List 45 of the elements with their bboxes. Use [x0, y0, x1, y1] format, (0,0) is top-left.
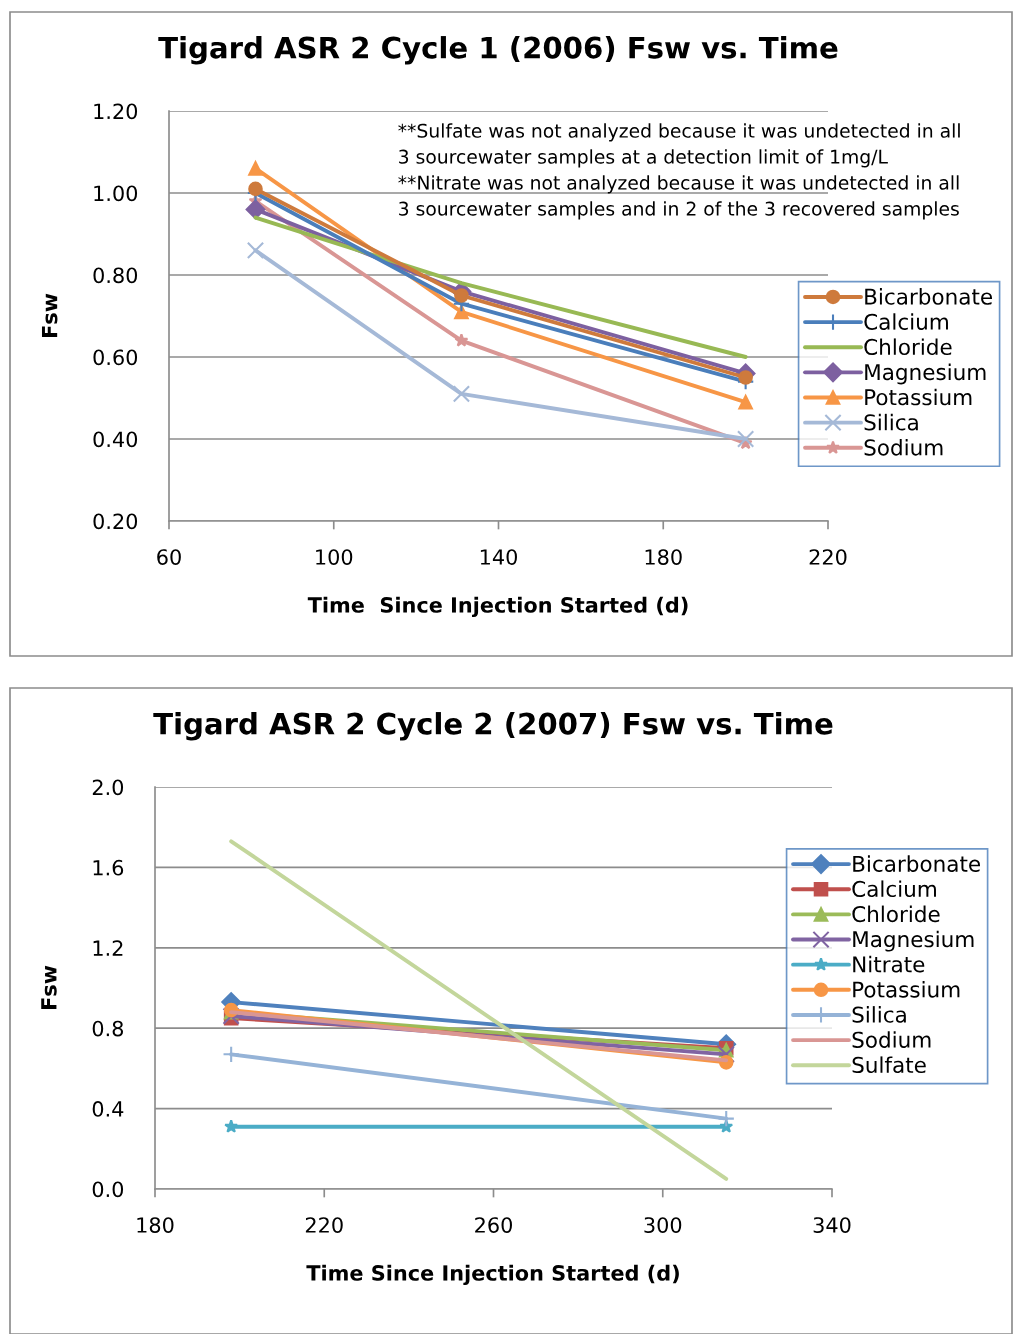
legend-label: Bicarbonate [853, 855, 980, 872]
legend-label: Calcium [864, 313, 948, 330]
y-tick-label: 1.6 [93, 859, 124, 876]
y-tick-label: 1.20 [94, 103, 138, 120]
y-axis-title: Fsw [41, 293, 58, 338]
legend-label: Silica [864, 413, 918, 431]
legend-label: Magnesium [853, 930, 974, 952]
y-tick-label: 0.0 [92, 1181, 124, 1198]
chart-title: Tigard ASR 2 Cycle 2 (2007) Fsw vs. Time [153, 712, 833, 741]
y-tick-label: 0.8 [92, 1020, 124, 1037]
y-tick-label: 1.2 [93, 940, 123, 956]
legend-label: Chloride [852, 905, 940, 923]
x-axis-title: Time Since Injection Started (d) [307, 596, 688, 618]
x-tick-label: 220 [809, 549, 847, 565]
annotation: **Sulfate was not analyzed because it was undetected in all 3 sourcewater samples at a detection limit of 1mg/L **Nitrate was not analyzed because it was undetected in all 3 sourcewater samples and in 2 of the 3 recovered samples [398, 123, 960, 220]
legend-label: Silica [852, 1006, 906, 1023]
y-tick-label: 0.4 [92, 1101, 124, 1117]
chart-title: Tigard ASR 2 Cycle 1 (2006) Fsw vs. Time [158, 36, 838, 65]
x-axis-title: Time Since Injection Started (d) [306, 1264, 679, 1286]
y-tick-label: 0.80 [93, 267, 138, 284]
legend-label: Bicarbonate [865, 288, 992, 305]
x-tick-label: 60 [157, 549, 181, 565]
x-tick-label: 340 [813, 1217, 851, 1233]
legend-label: Potassium [853, 980, 960, 998]
y-tick-label: 2.0 [92, 779, 124, 796]
y-axis-title: Fsw [41, 965, 57, 1010]
legend-label: Magnesium [865, 363, 986, 385]
y-tick-label: 0.40 [93, 431, 138, 448]
legend-label: Sodium [852, 1031, 931, 1048]
legend-label: Potassium [865, 388, 972, 406]
legend-label: Sodium [864, 438, 943, 456]
x-tick-label: 300 [644, 1217, 682, 1233]
x-tick-label: 140 [480, 549, 517, 565]
legend-label: Calcium [852, 880, 936, 898]
y-tick-label: 0.60 [93, 349, 138, 366]
x-tick-label: 180 [137, 1217, 174, 1233]
x-tick-label: 100 [316, 549, 353, 565]
y-tick-label: 0.20 [93, 513, 138, 530]
legend-label: Nitrate [853, 955, 925, 973]
legend-label: Chloride [864, 338, 952, 356]
y-tick-label: 1.00 [94, 185, 138, 202]
x-tick-label: 220 [305, 1217, 343, 1233]
x-tick-label: 260 [475, 1217, 512, 1233]
legend-label: Sulfate [852, 1056, 926, 1074]
x-tick-label: 180 [645, 549, 682, 565]
